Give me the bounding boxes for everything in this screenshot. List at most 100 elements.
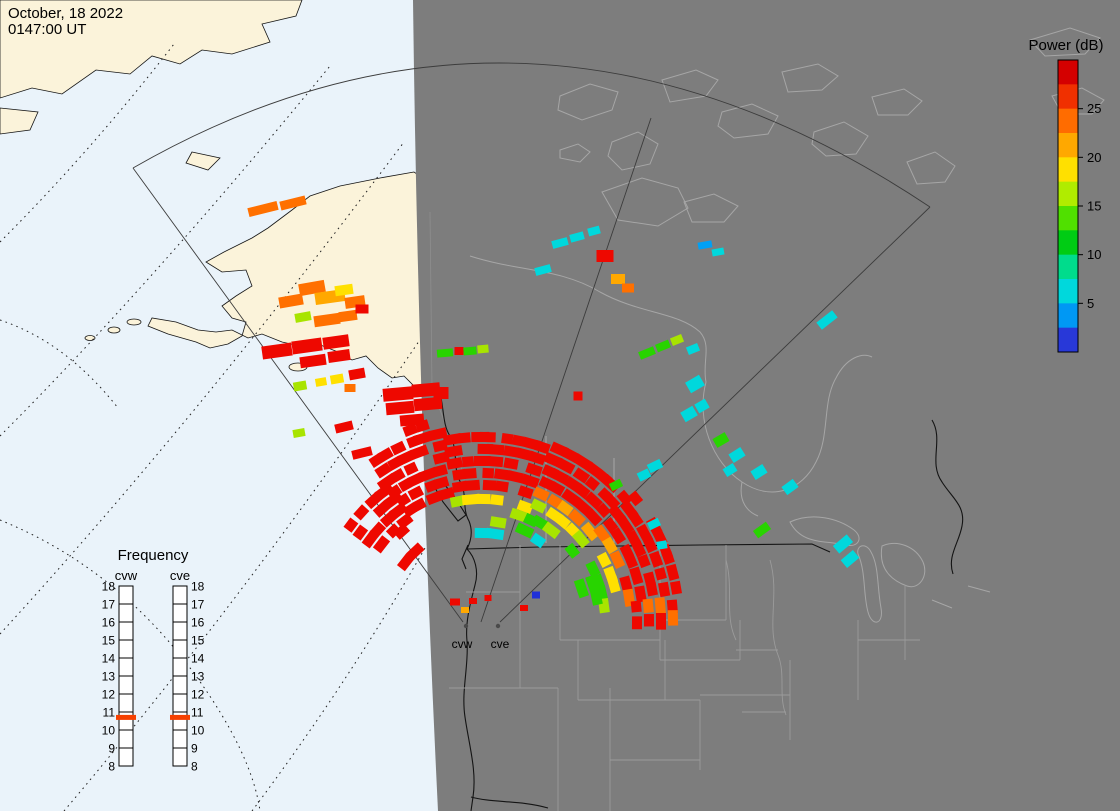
freq-tick-label: 17 [191, 598, 205, 612]
graticule-line [0, 319, 119, 409]
arctic-island [683, 193, 739, 223]
lake-erie [931, 599, 953, 609]
backscatter-cell [490, 494, 504, 506]
freq-tick-label: 17 [102, 598, 116, 612]
arctic-island [717, 103, 779, 139]
aleutian-island [84, 335, 96, 341]
backscatter-cell [507, 470, 525, 484]
backscatter-cell [374, 482, 395, 501]
freq-tick-label: 11 [103, 706, 116, 720]
freq-tick-label: 10 [102, 724, 116, 738]
st-lawrence-island [185, 151, 221, 171]
hudson-bay [702, 354, 873, 493]
backscatter-cell [390, 468, 406, 483]
fov-divider [480, 117, 652, 623]
backscatter-cell [569, 231, 585, 243]
backscatter-cell [479, 431, 496, 443]
backscatter-cell [399, 413, 425, 427]
backscatter-cell [636, 523, 654, 544]
backscatter-cell [680, 405, 698, 423]
freq-tick-label: 9 [191, 742, 198, 756]
freq-tick-label: 15 [102, 634, 116, 648]
backscatter-cell [685, 374, 705, 394]
colorbar-swatch [1058, 133, 1078, 158]
frequency-legend: Frequency cvw cve 1817161514131211109818… [102, 547, 205, 774]
backscatter-cell [386, 484, 403, 500]
colorbar-tick-label: 5 [1087, 296, 1094, 311]
backscatter-cell [369, 521, 387, 539]
arctic-island [781, 63, 839, 93]
backscatter-cell [587, 225, 601, 237]
backscatter-cells [247, 195, 860, 630]
backscatter-cell [654, 597, 666, 615]
header: October, 18 2022 0147:00 UT [8, 5, 123, 38]
backscatter-cell [563, 476, 583, 493]
colorbar-tick-label: 25 [1087, 101, 1101, 116]
backscatter-cell [573, 578, 590, 599]
backscatter-cell [412, 431, 432, 446]
radar-site-label: cvw [452, 637, 473, 651]
backscatter-cell [832, 534, 854, 554]
colorbar-swatch [1058, 303, 1078, 329]
backscatter-cell [625, 529, 641, 547]
radar-site-label: cve [491, 637, 510, 651]
backscatter-cell [643, 571, 656, 586]
backscatter-cell [388, 501, 409, 520]
colorbar-swatch [1058, 84, 1078, 110]
colorbar-swatch [1058, 157, 1078, 183]
backscatter-cell [348, 367, 366, 381]
backscatter-cell [514, 522, 535, 539]
backscatter-cell [463, 346, 477, 356]
backscatter-cell [551, 237, 569, 249]
backscatter-cell [541, 521, 561, 540]
backscatter-cell [561, 488, 581, 507]
backscatter-cell [454, 347, 464, 355]
backscatter-cell [642, 598, 654, 614]
backscatter-cell [461, 607, 469, 613]
backscatter-cell [411, 382, 441, 398]
backscatter-cell [669, 580, 683, 595]
backscatter-cell [433, 464, 449, 477]
backscatter-cell [657, 581, 671, 598]
backscatter-cell [334, 283, 354, 297]
arctic-island [906, 151, 956, 185]
backscatter-cell [602, 516, 619, 534]
backscatter-cell [584, 491, 603, 510]
backscatter-cell [477, 344, 489, 354]
backscatter-cell [619, 543, 634, 559]
labrador-coastline [931, 419, 964, 575]
arctic-island [607, 131, 659, 171]
backscatter-cell [352, 524, 369, 541]
backscatter-cell [461, 456, 475, 468]
backscatter-cell [840, 550, 860, 568]
backscatter-cell [476, 493, 491, 505]
backscatter-cell [584, 476, 600, 492]
freq-tick-label: 18 [102, 580, 116, 594]
backscatter-cell [511, 434, 525, 447]
backscatter-cell [495, 480, 509, 493]
backscatter-cell [382, 386, 414, 402]
frequency-marker [116, 714, 136, 720]
backscatter-cell [816, 310, 838, 330]
colorbar-swatch [1058, 230, 1078, 256]
backscatter-cell [624, 553, 639, 569]
backscatter-cell [611, 274, 625, 284]
backscatter-cell [534, 440, 551, 455]
backscatter-cell [294, 311, 312, 323]
frequency-column-label: cve [170, 568, 190, 583]
backscatter-cell [520, 473, 540, 489]
fov-outer-arc [132, 62, 931, 208]
backscatter-cell [402, 502, 418, 518]
backscatter-cell [374, 462, 393, 479]
backscatter-cell [532, 591, 540, 599]
backscatter-cell [585, 560, 601, 578]
backscatter-cell [534, 264, 552, 276]
backscatter-cell [314, 377, 328, 387]
backscatter-cell [474, 455, 491, 467]
backscatter-cell [637, 553, 651, 569]
colorbar-tick-label: 15 [1087, 199, 1101, 214]
arctic-island [1029, 27, 1101, 57]
backscatter-cell [493, 468, 512, 481]
backscatter-cell [575, 483, 591, 499]
backscatter-cell [752, 521, 772, 539]
